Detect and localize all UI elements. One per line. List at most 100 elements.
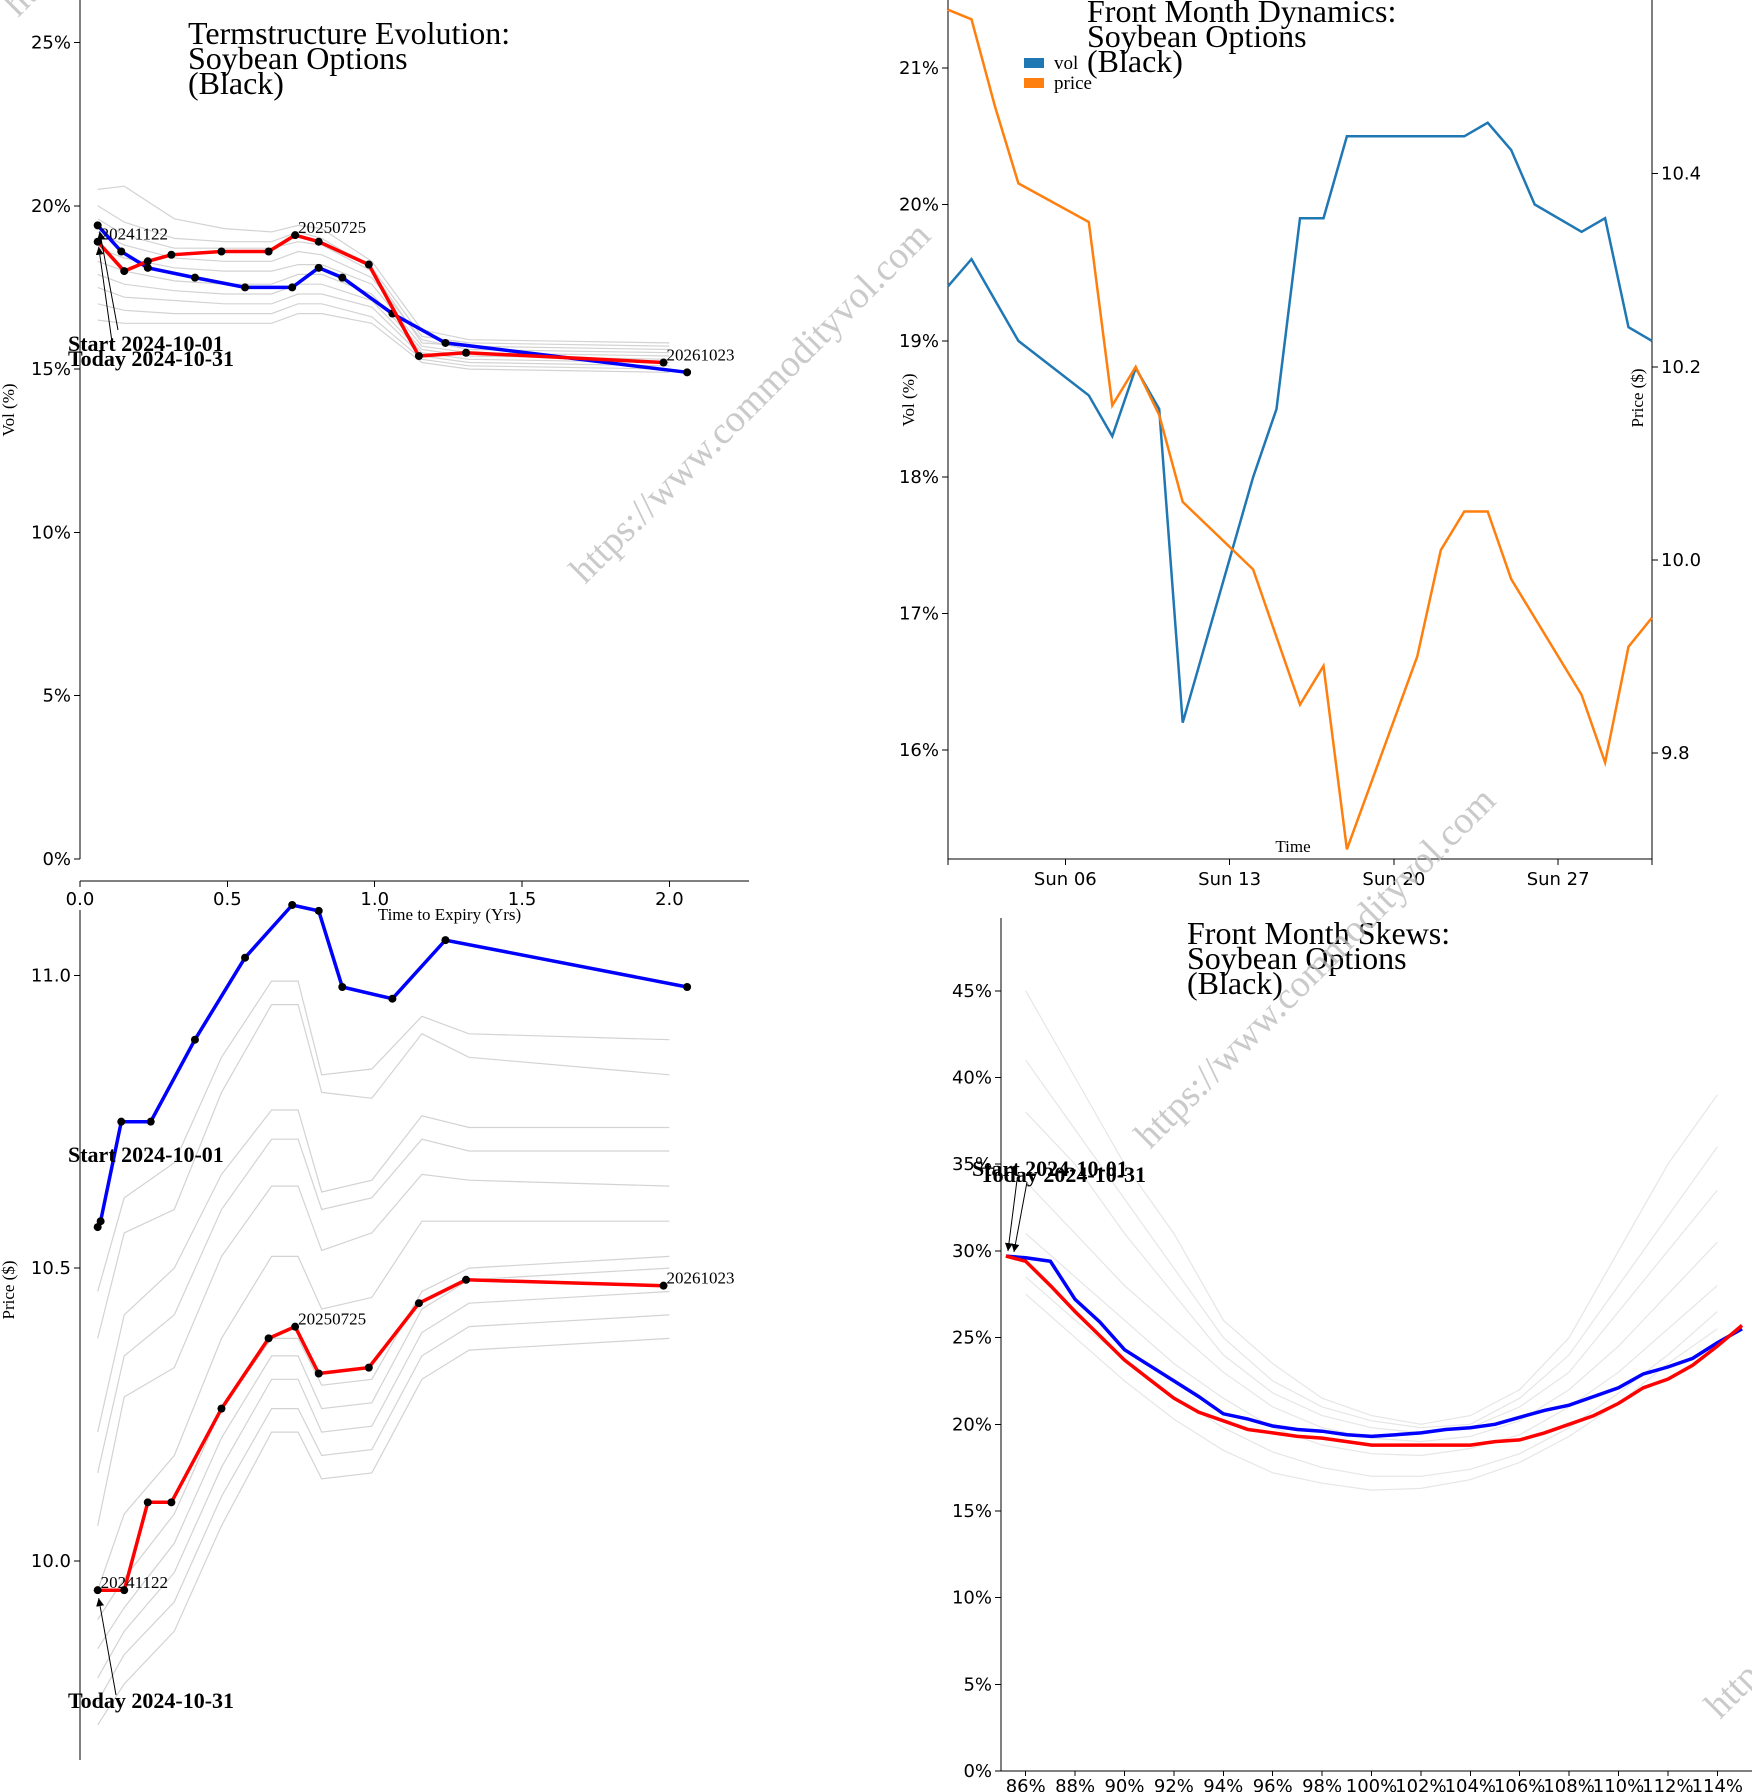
x-axis-title: Time	[1275, 837, 1310, 856]
history-series-line	[97, 1220, 670, 1591]
chart-title-line: Termstructure Evolution:	[188, 15, 510, 51]
history-series-line	[97, 286, 670, 367]
y-axis: 0% 5% 10% 15% 20% 25%	[31, 0, 81, 870]
today-point	[659, 1281, 668, 1290]
y-axis-right-title: Price ($)	[1628, 368, 1647, 427]
y-tick-label: 15%	[952, 1501, 992, 1522]
start-point	[314, 906, 323, 915]
x-axis: Sun 06 Sun 13 Sun 20 Sun 27	[947, 858, 1653, 890]
y-right-tick-label: 10.2	[1661, 357, 1701, 378]
today-point	[414, 1299, 423, 1308]
y-tick-label: 0%	[963, 1761, 992, 1782]
x-tick-label: 1.0	[360, 889, 389, 910]
y-tick-label: 10%	[952, 1588, 992, 1609]
y-right-tick-label: 10.4	[1661, 164, 1701, 185]
y-tick-label: 19%	[899, 331, 939, 352]
y-tick-label: 20%	[952, 1414, 992, 1435]
x-tick-label: 110%	[1593, 1776, 1644, 1792]
y-tick-label: 45%	[952, 981, 992, 1002]
start-point	[146, 1117, 155, 1126]
history-series-line	[97, 231, 670, 354]
y-tick-label: 15%	[31, 359, 71, 380]
start-point	[314, 263, 323, 272]
y-tick-label: 10.5	[31, 1258, 71, 1279]
chart-title-line: (Black)	[188, 65, 284, 101]
y-tick-label: 10%	[31, 522, 71, 543]
legend-swatch	[1024, 58, 1044, 68]
start-point	[288, 901, 297, 909]
start-point	[683, 368, 692, 377]
watermark-text: https://www.commodityvol.com	[562, 214, 939, 591]
start-point	[93, 221, 102, 230]
y-tick-label: 25%	[952, 1328, 992, 1349]
start-series-line	[96, 903, 688, 1228]
x-tick-label: Sun 27	[1527, 869, 1590, 890]
chart-title-line: Soybean Options	[188, 40, 408, 76]
start-point	[288, 283, 297, 292]
watermark-text: https://www.commodityvol.com	[1697, 1349, 1752, 1726]
y-right-tick-label: 9.8	[1661, 743, 1690, 764]
today-arrow	[1011, 1181, 1028, 1253]
today-point	[462, 1275, 471, 1284]
start-point	[241, 953, 250, 962]
x-axis-title: Time to Expiry (Yrs)	[378, 905, 521, 924]
y-axis: 10.0 10.5 11.0	[31, 910, 81, 1760]
price-term-structure-chart: 10.0 10.5 11.0 Price ($) 20241122 20250725 202…	[0, 901, 735, 1760]
front-month-dynamics-chart: Sun 06 Sun 13 Sun 20 Sun 27 Time 16% 17% 18% 19%…	[899, 0, 1701, 890]
start-point	[117, 1117, 126, 1126]
y-tick-label: 10.0	[31, 1551, 71, 1572]
history-series-line	[97, 260, 670, 360]
x-tick-label: 114%	[1692, 1776, 1743, 1792]
today-point	[167, 1498, 176, 1507]
x-tick-label: 1.5	[508, 889, 537, 910]
y-tick-label: 0%	[42, 849, 71, 870]
y-axis-title: Vol (%)	[0, 383, 18, 436]
history-series-line	[97, 313, 670, 373]
y-tick-label: 20%	[31, 196, 71, 217]
start-label: Start 2024-10-01	[68, 331, 224, 356]
history-series-line	[1025, 1111, 1718, 1434]
expiry-label: 20250725	[298, 1310, 366, 1329]
start-point	[96, 1217, 105, 1226]
today-point	[143, 257, 152, 266]
history-series-line	[97, 1138, 670, 1474]
start-point	[117, 247, 126, 256]
x-tick-label: 94%	[1203, 1776, 1243, 1792]
watermark-text: https://www.commodityvol.com	[1127, 779, 1504, 1156]
x-axis: 86% 88% 90% 92% 94% 96% 98% 100%102%104%106%108…	[1001, 1770, 1752, 1792]
history-series-line	[97, 247, 670, 357]
x-tick-label: Sun 06	[1034, 869, 1097, 890]
y-tick-label: 5%	[963, 1674, 992, 1695]
today-point	[364, 1363, 373, 1372]
history-series-line	[97, 185, 670, 344]
today-point	[414, 352, 423, 361]
today-arrow	[95, 246, 113, 343]
today-point	[364, 260, 373, 269]
y-axis-title: Vol (%)	[899, 373, 918, 426]
today-series-line	[97, 1278, 664, 1592]
today-point	[167, 250, 176, 259]
y-tick-label: 11.0	[31, 965, 71, 986]
today-point	[120, 267, 129, 276]
y-tick-label: 18%	[899, 467, 939, 488]
start-arrow	[1004, 1179, 1018, 1252]
today-point	[291, 1322, 300, 1331]
y-axis-right: 9.8 10.0 10.2 10.4	[1651, 0, 1701, 859]
history-series-line	[97, 1314, 670, 1702]
x-tick-label: Sun 20	[1362, 869, 1425, 890]
today-label: Today 2024-10-31	[68, 1688, 234, 1713]
start-point	[241, 283, 250, 292]
today-point	[217, 1404, 226, 1413]
today-point	[291, 231, 300, 240]
expiry-label: 20261023	[667, 346, 735, 365]
history-series-line	[97, 1267, 670, 1650]
x-tick-label: 0.0	[66, 889, 95, 910]
history-series-line	[97, 1290, 670, 1679]
y-tick-label: 40%	[952, 1068, 992, 1089]
history-series-line	[97, 980, 670, 1292]
x-tick-label: 98%	[1302, 1776, 1342, 1792]
today-point	[314, 1369, 323, 1378]
x-axis: 0.0 0.5 1.0 1.5 2.0	[66, 880, 749, 910]
history-series-line	[97, 1004, 670, 1339]
expiry-label: 20241122	[101, 1573, 168, 1592]
